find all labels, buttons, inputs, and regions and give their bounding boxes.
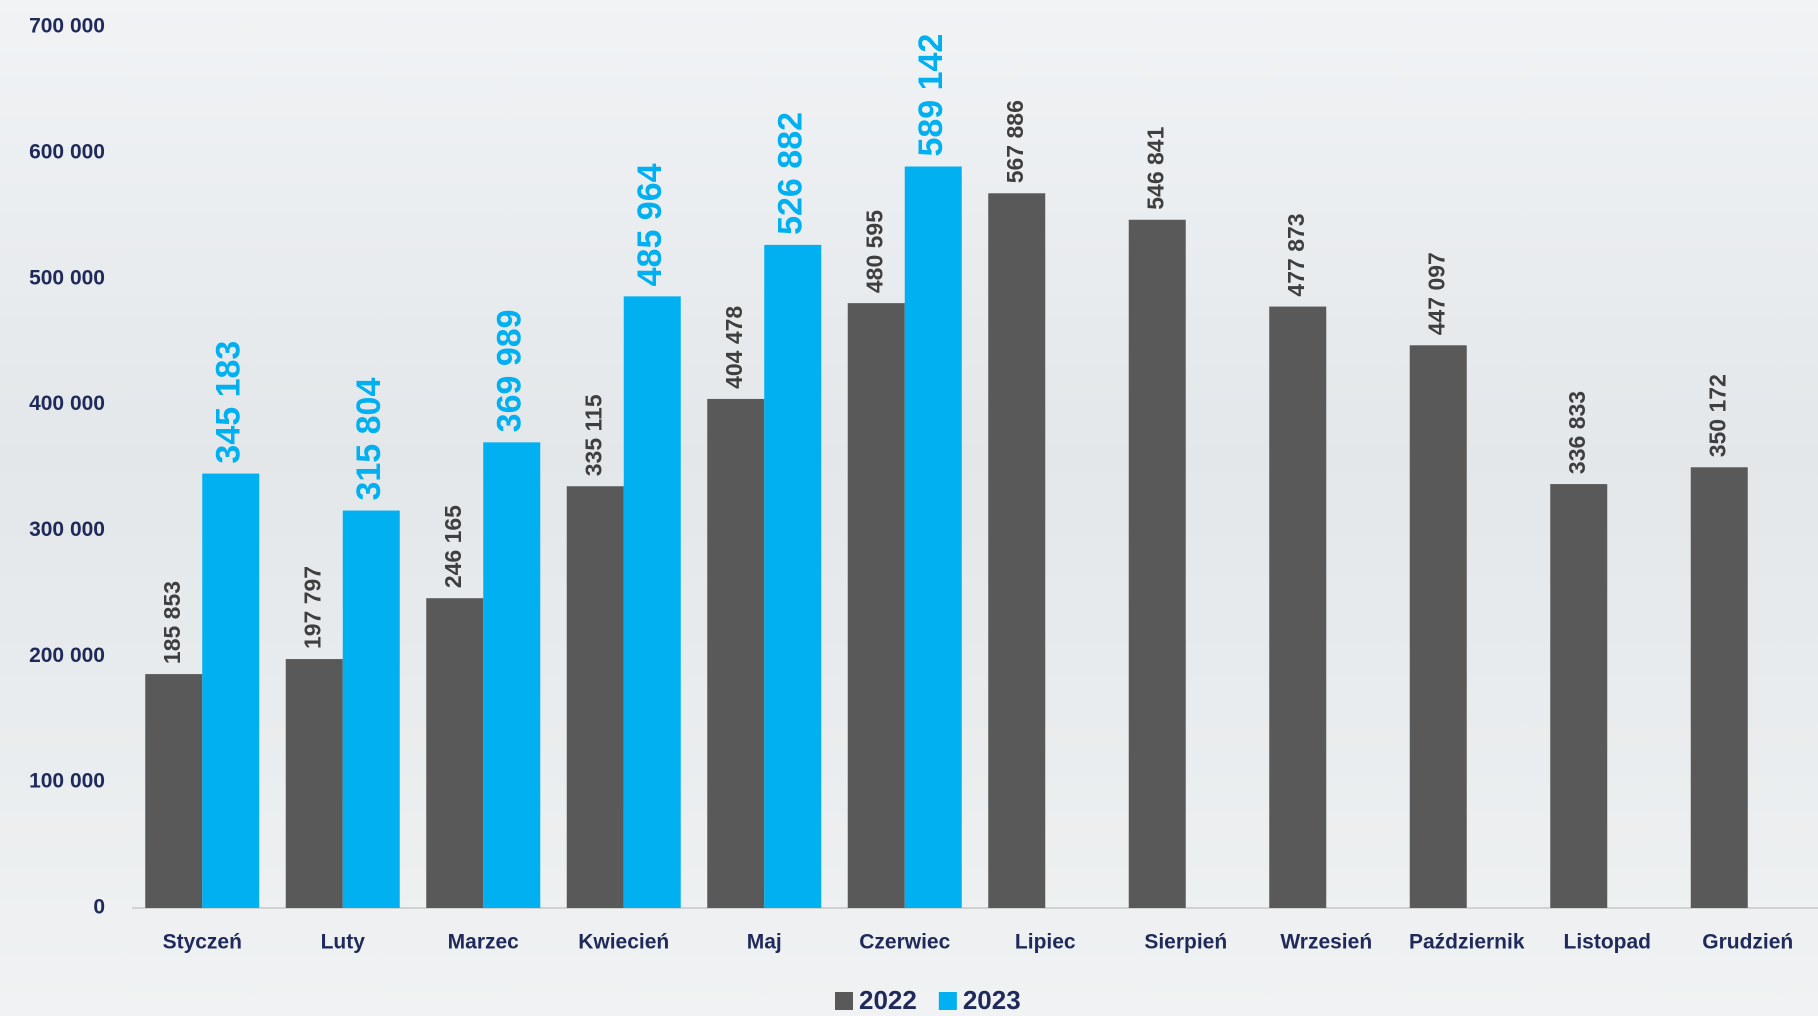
data-label: 404 478 — [721, 306, 747, 389]
x-tick-label: Styczeń — [163, 931, 242, 954]
data-label: 246 165 — [440, 505, 466, 588]
x-tick-label: Listopad — [1564, 931, 1652, 954]
bar — [905, 167, 962, 908]
legend-swatch — [939, 992, 957, 1010]
y-tick-label: 600 000 — [29, 140, 105, 163]
bar — [1550, 484, 1607, 908]
data-label: 345 183 — [210, 341, 248, 464]
y-tick-label: 300 000 — [29, 518, 105, 541]
bar — [567, 486, 624, 908]
y-tick-label: 200 000 — [29, 644, 105, 667]
bar — [145, 674, 202, 908]
bar — [707, 399, 764, 908]
x-tick-label: Wrzesień — [1280, 931, 1372, 954]
x-tick-label: Październik — [1409, 931, 1525, 954]
bar — [286, 659, 343, 908]
bar — [988, 193, 1045, 908]
bar — [848, 303, 905, 908]
data-label: 480 595 — [861, 210, 887, 293]
bar — [1691, 467, 1748, 908]
data-label: 589 142 — [912, 34, 950, 157]
bar — [624, 296, 681, 908]
x-tick-label: Grudzień — [1702, 931, 1793, 954]
bar — [483, 442, 540, 908]
data-label: 315 804 — [350, 378, 388, 501]
x-tick-label: Sierpień — [1144, 931, 1227, 954]
y-tick-label: 500 000 — [29, 266, 105, 289]
bar — [426, 598, 483, 908]
bar — [343, 511, 400, 908]
data-label: 567 886 — [1002, 100, 1028, 183]
data-label: 336 833 — [1564, 391, 1590, 474]
x-tick-label: Kwiecień — [578, 931, 669, 954]
x-tick-label: Marzec — [448, 931, 520, 954]
x-tick-label: Luty — [321, 931, 366, 954]
y-tick-label: 700 000 — [29, 15, 105, 38]
data-label: 485 964 — [631, 163, 669, 286]
legend-label: 2022 — [859, 985, 917, 1015]
legend-swatch — [835, 992, 853, 1010]
data-label: 546 841 — [1142, 126, 1168, 209]
x-tick-label: Czerwiec — [859, 931, 950, 954]
chart: 0 100 000 200 000 300 000 400 000 500 000 600 … — [0, 0, 1818, 1016]
data-label: 447 097 — [1423, 252, 1449, 335]
bar — [764, 245, 821, 908]
data-label: 526 882 — [772, 112, 810, 235]
bar — [1269, 307, 1326, 908]
data-label: 335 115 — [580, 394, 606, 476]
y-tick-label: 400 000 — [29, 392, 105, 415]
bar — [202, 474, 259, 908]
data-label: 369 989 — [491, 309, 529, 432]
bar — [1410, 345, 1467, 908]
y-tick-label: 100 000 — [29, 770, 105, 793]
legend-label: 2023 — [963, 985, 1021, 1015]
x-tick-label: Maj — [747, 931, 782, 954]
x-tick-label: Lipiec — [1015, 931, 1076, 954]
y-tick-label: 0 — [93, 896, 105, 919]
data-label: 350 172 — [1704, 374, 1730, 457]
data-label: 185 853 — [159, 581, 185, 664]
bar — [1129, 220, 1186, 908]
data-label: 477 873 — [1283, 213, 1309, 296]
data-label: 197 797 — [299, 566, 325, 649]
